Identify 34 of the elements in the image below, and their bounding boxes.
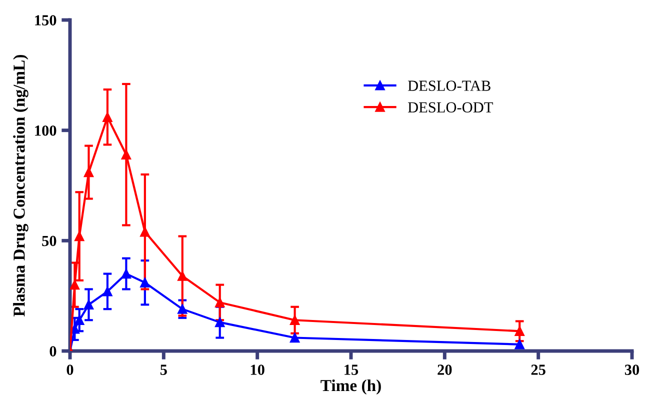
- point: [121, 268, 132, 279]
- point: [121, 150, 132, 160]
- x-tick-label: 30: [624, 364, 640, 375]
- point: [514, 340, 524, 350]
- point: [70, 280, 80, 290]
- y-tick-label: 100: [35, 125, 56, 136]
- point: [514, 326, 524, 336]
- y-tick-label: 0: [50, 346, 56, 356]
- point: [102, 286, 112, 296]
- x-tick-label: 10: [250, 364, 264, 375]
- x-tick-label: 0: [66, 364, 74, 375]
- y-axis-title: Plasma Drug Concentration (ng/mL): [13, 54, 28, 316]
- x-axis-title: Time (h): [320, 379, 381, 395]
- legend-label: DESLO-TAB: [408, 80, 490, 91]
- x-tick-label: 25: [531, 364, 546, 375]
- point: [178, 304, 188, 314]
- point: [102, 112, 112, 122]
- x-tick-label: 5: [160, 364, 167, 375]
- point: [290, 332, 300, 343]
- point: [74, 315, 84, 325]
- point: [215, 298, 225, 308]
- point: [140, 226, 150, 237]
- y-tick-label: 50: [42, 236, 56, 246]
- point: [84, 300, 94, 310]
- point: [290, 315, 300, 325]
- point: [178, 271, 188, 281]
- legend-label: DESLO-ODT: [408, 102, 493, 113]
- point: [215, 317, 225, 328]
- y-tick-label: 150: [35, 15, 56, 26]
- point: [74, 231, 84, 242]
- point: [140, 278, 150, 288]
- x-tick-label: 15: [344, 364, 358, 375]
- point: [84, 167, 94, 178]
- x-tick-label: 20: [438, 364, 452, 375]
